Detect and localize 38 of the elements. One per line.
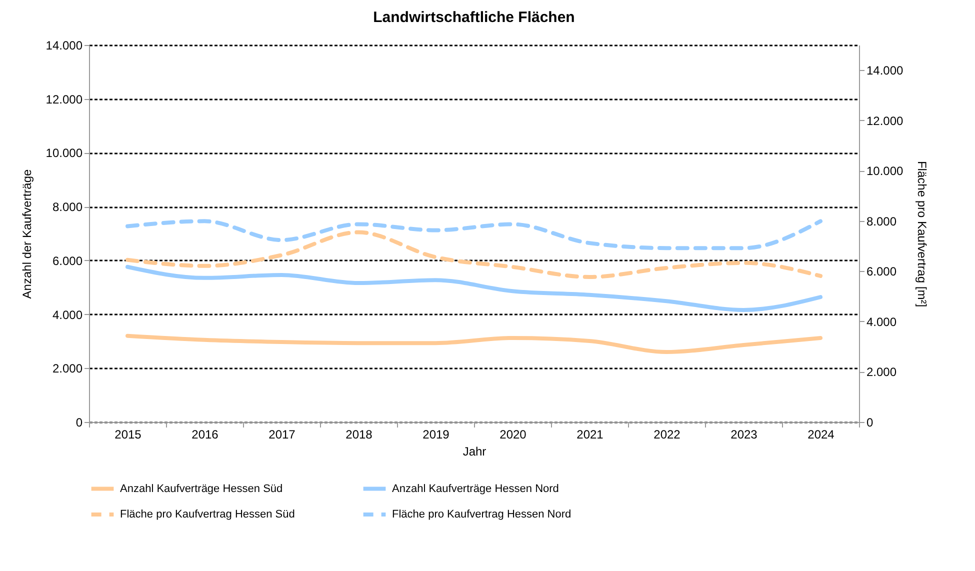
- line-series: [126, 219, 822, 250]
- legend-label: Fläche pro Kaufvertrag Hessen Süd: [120, 508, 295, 520]
- y2-tick-label: 0: [866, 416, 874, 430]
- line-series: [126, 334, 822, 354]
- line-series: [126, 264, 822, 312]
- x-tick-label: 2024: [808, 428, 835, 442]
- legend-label: Anzahl Kaufverträge Hessen Nord: [392, 482, 559, 495]
- y-tick-label: 10.000: [46, 146, 83, 160]
- y2-tick-label: 6.000: [866, 264, 897, 279]
- x-tick-label: 2016: [192, 428, 219, 442]
- y-tick-label: 12.000: [46, 92, 83, 106]
- x-tick-label: 2023: [730, 428, 758, 442]
- y2-tick-label: 4.000: [866, 314, 897, 329]
- line-series: [126, 230, 822, 279]
- y2-tick-label: 10.000: [866, 164, 904, 178]
- y2-axis-title: Fläche pro Kaufvertrag [m²]: [915, 160, 930, 308]
- x-axis-title: Jahr: [462, 444, 486, 458]
- y-tick-label: 4.000: [52, 308, 83, 322]
- x-tick-label: 2022: [654, 428, 681, 442]
- x-tick-label: 2017: [268, 428, 296, 442]
- x-tick-label: 2020: [500, 428, 527, 442]
- y-tick-label: 14.000: [46, 38, 83, 52]
- legend-label: Fläche pro Kaufvertrag Hessen Nord: [392, 508, 572, 520]
- chart-title: Landwirtschaftliche Flächen: [373, 9, 575, 26]
- y2-tick-label: 2.000: [866, 365, 897, 380]
- x-tick-label: 2019: [422, 428, 450, 442]
- y-tick-label: 6.000: [52, 254, 83, 268]
- legend-label: Anzahl Kaufverträge Hessen Süd: [120, 482, 283, 495]
- x-tick-label: 2015: [114, 428, 142, 442]
- x-tick-label: 2021: [576, 428, 604, 442]
- y2-tick-label: 14.000: [866, 64, 904, 78]
- y2-tick-label: 12.000: [866, 114, 904, 128]
- y-axis-title: Anzahl der Kaufverträge: [20, 168, 34, 299]
- y-tick-label: 0: [76, 416, 83, 430]
- y2-tick-label: 8.000: [866, 214, 897, 228]
- x-tick-label: 2018: [346, 428, 373, 442]
- y-tick-label: 2.000: [52, 362, 83, 376]
- y-tick-label: 8.000: [52, 200, 83, 214]
